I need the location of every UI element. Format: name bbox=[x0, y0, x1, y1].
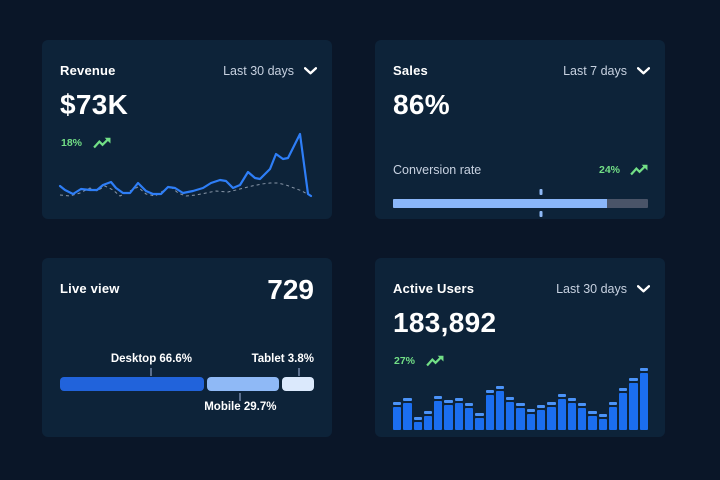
desktop-tick bbox=[150, 368, 153, 376]
live-view-card: Live view 729 Desktop 66.6% Tablet 3.8% … bbox=[42, 258, 332, 437]
sales-trend: 24% bbox=[599, 164, 648, 176]
active-users-trend-percent: 27% bbox=[394, 355, 416, 367]
trend-up-icon bbox=[93, 137, 111, 149]
user-bar bbox=[608, 402, 618, 430]
sales-trend-percent: 24% bbox=[598, 164, 620, 176]
user-bar bbox=[423, 411, 433, 430]
live-view-title: Live view bbox=[60, 281, 120, 296]
live-view-value: 729 bbox=[267, 274, 314, 305]
active-users-bar-chart bbox=[393, 364, 649, 430]
progress-marker-top bbox=[539, 189, 543, 195]
user-bar bbox=[475, 413, 484, 430]
active-users-card-header: Active Users Last 30 days bbox=[393, 281, 650, 296]
revenue-card-header: Revenue Last 30 days bbox=[60, 63, 317, 78]
device-split-bar bbox=[60, 377, 314, 391]
trend-up-icon bbox=[426, 355, 444, 367]
user-bar bbox=[619, 388, 628, 430]
chevron-down-icon bbox=[637, 284, 650, 293]
trend-up-icon bbox=[630, 164, 648, 176]
revenue-card: Revenue Last 30 days $73K 18% bbox=[42, 40, 332, 219]
user-bar bbox=[393, 402, 402, 430]
device-segment-desktop bbox=[60, 377, 205, 391]
sales-card: Sales Last 7 days 86% Conversion rate 24… bbox=[375, 40, 665, 219]
active-users-card: Active Users Last 30 days 183,892 27% bbox=[375, 258, 665, 437]
tablet-label: Tablet 3.8% bbox=[251, 353, 314, 365]
active-users-period-label: Last 30 days bbox=[556, 281, 627, 296]
revenue-title: Revenue bbox=[60, 63, 116, 78]
sales-period-dropdown[interactable]: Last 7 days bbox=[563, 64, 650, 78]
sales-title: Sales bbox=[393, 63, 428, 78]
revenue-period-dropdown[interactable]: Last 30 days bbox=[223, 64, 317, 78]
revenue-series-previous bbox=[59, 182, 315, 197]
user-bar bbox=[629, 378, 638, 430]
user-bar bbox=[485, 390, 494, 430]
chevron-down-icon bbox=[637, 66, 650, 75]
conversion-progress bbox=[393, 189, 648, 217]
active-users-title: Active Users bbox=[393, 281, 475, 296]
revenue-line-chart bbox=[58, 126, 315, 198]
sales-card-header: Sales Last 7 days bbox=[393, 63, 650, 78]
revenue-trend-percent: 18% bbox=[61, 137, 83, 149]
chevron-down-icon bbox=[304, 66, 317, 75]
sales-value: 86% bbox=[393, 89, 450, 120]
user-bar bbox=[454, 398, 463, 430]
progress-track bbox=[393, 199, 648, 208]
live-view-card-header: Live view bbox=[60, 281, 317, 296]
device-segment-mobile bbox=[207, 377, 280, 391]
user-bar bbox=[639, 368, 649, 430]
user-bar bbox=[526, 409, 535, 430]
user-bar bbox=[536, 405, 546, 430]
user-bar bbox=[506, 397, 515, 430]
user-bar bbox=[403, 398, 412, 430]
active-users-value: 183,892 bbox=[393, 307, 497, 338]
conversion-rate-label: Conversion rate bbox=[393, 163, 482, 177]
mobile-label: Mobile 29.7% bbox=[204, 401, 277, 413]
revenue-trend: 18% bbox=[61, 137, 111, 149]
user-bar bbox=[516, 403, 525, 430]
revenue-series-current bbox=[58, 132, 313, 198]
user-bar bbox=[588, 411, 597, 430]
user-bar bbox=[547, 402, 556, 430]
user-bar bbox=[578, 403, 587, 430]
user-bar bbox=[495, 386, 505, 430]
active-users-trend: 27% bbox=[394, 355, 444, 367]
user-bar bbox=[413, 417, 422, 430]
mobile-tick bbox=[239, 393, 242, 401]
active-users-period-dropdown[interactable]: Last 30 days bbox=[556, 282, 650, 296]
device-segment-tablet bbox=[282, 377, 314, 391]
revenue-value: $73K bbox=[60, 89, 129, 120]
user-bar bbox=[598, 414, 607, 430]
user-bar bbox=[567, 398, 577, 430]
tablet-tick bbox=[297, 368, 300, 376]
desktop-label: Desktop 66.6% bbox=[110, 353, 193, 365]
user-bar bbox=[464, 403, 474, 430]
progress-marker-bottom bbox=[539, 211, 543, 217]
user-bar bbox=[444, 400, 453, 430]
progress-fill bbox=[393, 199, 608, 208]
user-bar bbox=[434, 396, 443, 430]
user-bar bbox=[557, 394, 566, 430]
sales-period-label: Last 7 days bbox=[563, 63, 627, 78]
revenue-period-label: Last 30 days bbox=[223, 63, 294, 78]
conversion-rate-row: Conversion rate 24% bbox=[393, 163, 648, 177]
